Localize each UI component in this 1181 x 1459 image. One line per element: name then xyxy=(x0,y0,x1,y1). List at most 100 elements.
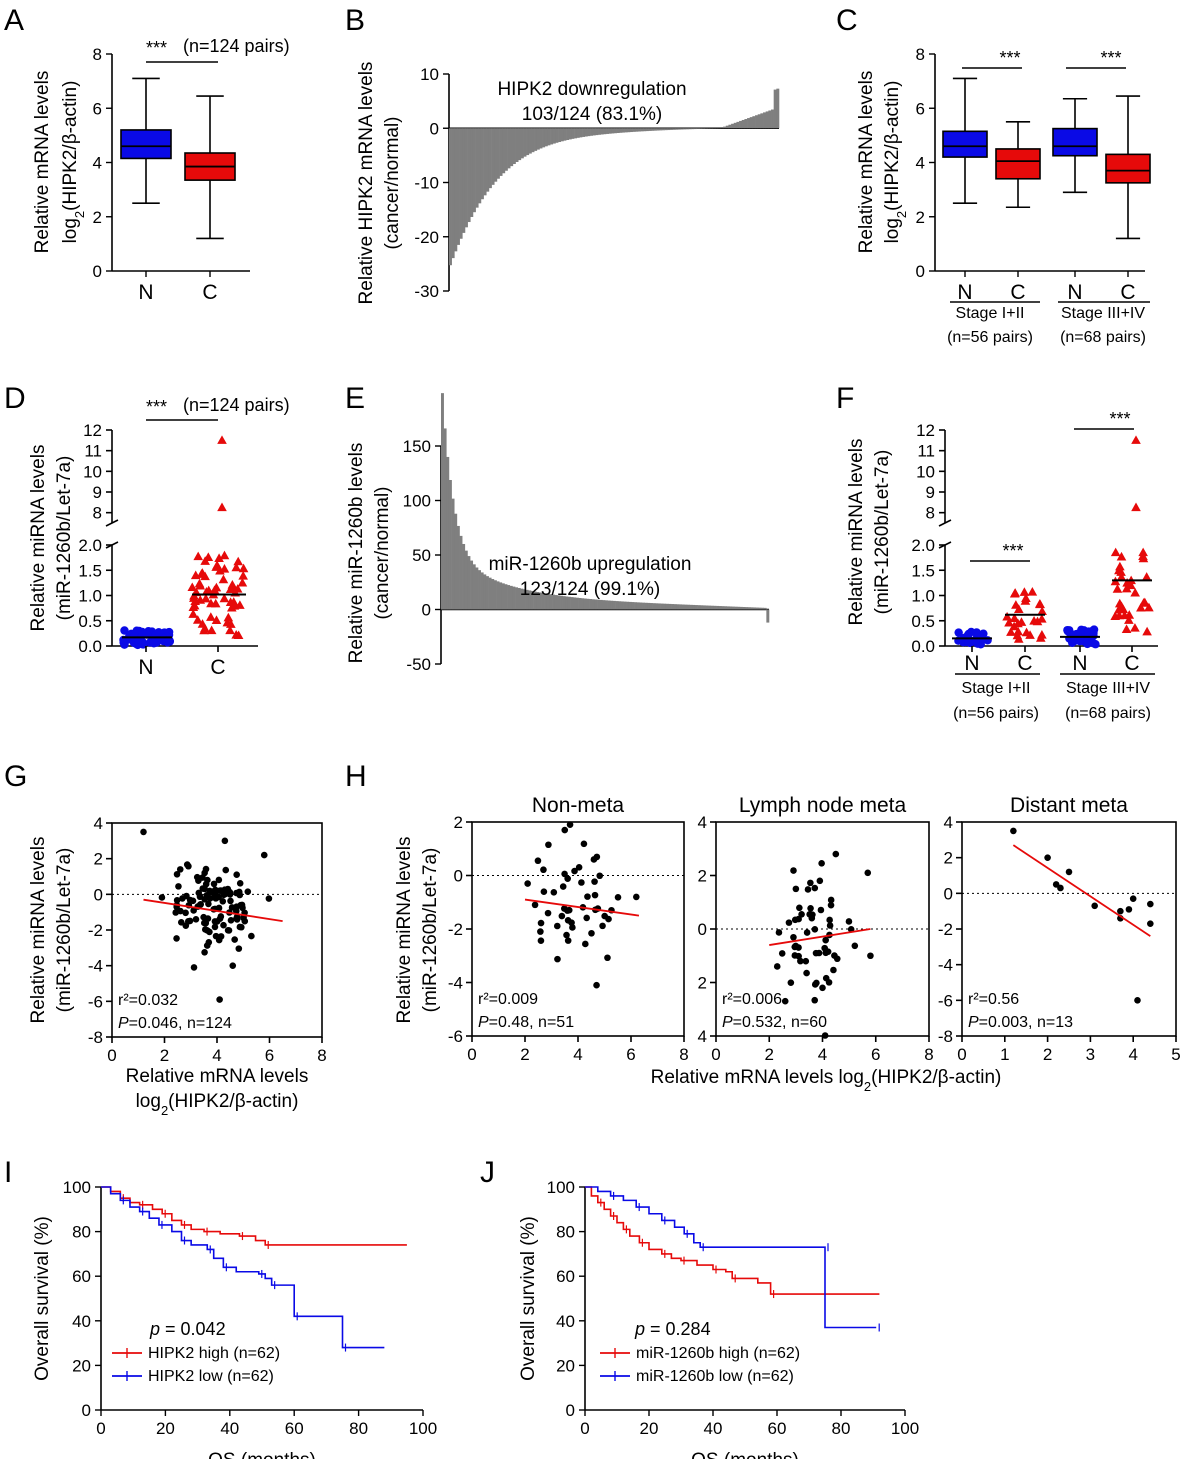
data-point xyxy=(193,873,201,881)
category-label: C xyxy=(210,656,225,679)
y-tick-label: 0.0 xyxy=(78,637,102,656)
data-point xyxy=(226,619,236,628)
data-point xyxy=(1136,602,1146,612)
x-tick-label: 20 xyxy=(640,1419,659,1438)
data-point xyxy=(1138,553,1149,563)
significance-stars: *** xyxy=(1002,541,1023,561)
data-point-high xyxy=(217,435,227,444)
data-point xyxy=(604,954,611,962)
bar xyxy=(549,594,553,610)
data-point xyxy=(190,907,197,914)
data-point xyxy=(199,625,209,635)
data-point xyxy=(206,612,216,621)
data-point xyxy=(1009,613,1020,623)
data-point xyxy=(192,615,203,624)
data-point xyxy=(979,629,988,638)
bar xyxy=(576,128,580,138)
bar xyxy=(509,585,513,610)
bar xyxy=(525,589,529,610)
label-part: (cancer/normal) xyxy=(372,486,393,619)
data-point xyxy=(566,821,574,828)
panel-label-B: B xyxy=(345,4,365,37)
data-point xyxy=(158,894,166,901)
bar xyxy=(470,128,474,217)
data-point xyxy=(1010,827,1017,835)
y-tick-label: 2 xyxy=(454,813,463,832)
bar xyxy=(566,128,570,140)
bar xyxy=(603,128,607,135)
label-part: (HIPK2/β-actin) xyxy=(871,1067,1001,1088)
bar xyxy=(491,128,495,185)
data-point xyxy=(773,963,781,970)
p-value-stat: P=0.003, n=13 xyxy=(968,1014,1073,1031)
y-tick-label: 6 xyxy=(916,99,925,118)
data-point xyxy=(1110,547,1121,557)
data-point xyxy=(229,962,237,969)
data-point xyxy=(1124,615,1134,624)
data-point xyxy=(1037,614,1047,623)
x-tick-label: 80 xyxy=(349,1419,368,1438)
bar xyxy=(663,603,667,610)
data-point xyxy=(238,563,249,573)
label-part: 2 xyxy=(864,1079,871,1094)
bar xyxy=(647,602,651,610)
label-part: 2 xyxy=(161,1103,168,1118)
bar xyxy=(571,128,575,139)
y-tick-label: -8 xyxy=(88,1028,103,1047)
data-point xyxy=(196,893,204,901)
bar xyxy=(462,543,466,610)
data-point xyxy=(537,928,544,935)
bar xyxy=(644,602,648,610)
label-part: =0.003, n=13 xyxy=(979,1014,1073,1031)
bar xyxy=(570,597,574,610)
label-part: log xyxy=(136,1091,161,1112)
bar xyxy=(480,128,484,200)
bar xyxy=(502,128,506,174)
x-tick-label: 8 xyxy=(679,1045,688,1064)
bar xyxy=(565,596,569,610)
data-point xyxy=(210,880,218,888)
data-point xyxy=(1124,610,1135,619)
bar xyxy=(673,604,677,610)
bar xyxy=(584,128,588,137)
regression-line xyxy=(524,898,640,917)
bar xyxy=(699,128,703,129)
data-point xyxy=(138,627,147,637)
y-axis-label: Relative mRNA levels xyxy=(856,71,877,254)
bar xyxy=(546,593,550,610)
y-axis-label-2: (miR-1260b/Let-7a) xyxy=(54,456,75,621)
legend-label: HIPK2 high (n=62) xyxy=(148,1345,280,1362)
label-part: Overall survival (%) xyxy=(32,1216,53,1381)
y-tick-label: 2 xyxy=(698,974,707,993)
data-point xyxy=(803,969,810,977)
data-point xyxy=(222,866,230,874)
data-point xyxy=(1141,572,1152,581)
bar xyxy=(507,585,511,610)
bar xyxy=(648,128,652,131)
bar xyxy=(675,128,679,130)
bar xyxy=(534,128,538,151)
x-axis-label: OS (months) xyxy=(208,1450,316,1459)
y-tick-label: 0 xyxy=(944,884,953,903)
data-point xyxy=(614,893,622,901)
data-point xyxy=(559,883,567,890)
x-tick-label: 5 xyxy=(1171,1045,1180,1064)
bar xyxy=(750,607,754,610)
bar xyxy=(512,128,516,164)
y-tick-label: 4 xyxy=(698,1027,707,1046)
label-part: Relative miRNA levels xyxy=(28,445,49,632)
data-point xyxy=(189,600,200,610)
y-tick-label: -6 xyxy=(938,991,953,1010)
bar xyxy=(752,116,756,129)
data-point xyxy=(1035,633,1046,642)
bar xyxy=(483,128,487,196)
data-point xyxy=(803,929,811,936)
bar xyxy=(464,550,468,610)
bar xyxy=(713,605,717,610)
bar xyxy=(657,603,661,610)
data-point xyxy=(187,582,198,592)
data-point xyxy=(578,879,585,886)
data-point xyxy=(605,915,612,923)
x-axis-label: Relative mRNA levels log2(HIPK2/β-actin) xyxy=(651,1067,1002,1094)
